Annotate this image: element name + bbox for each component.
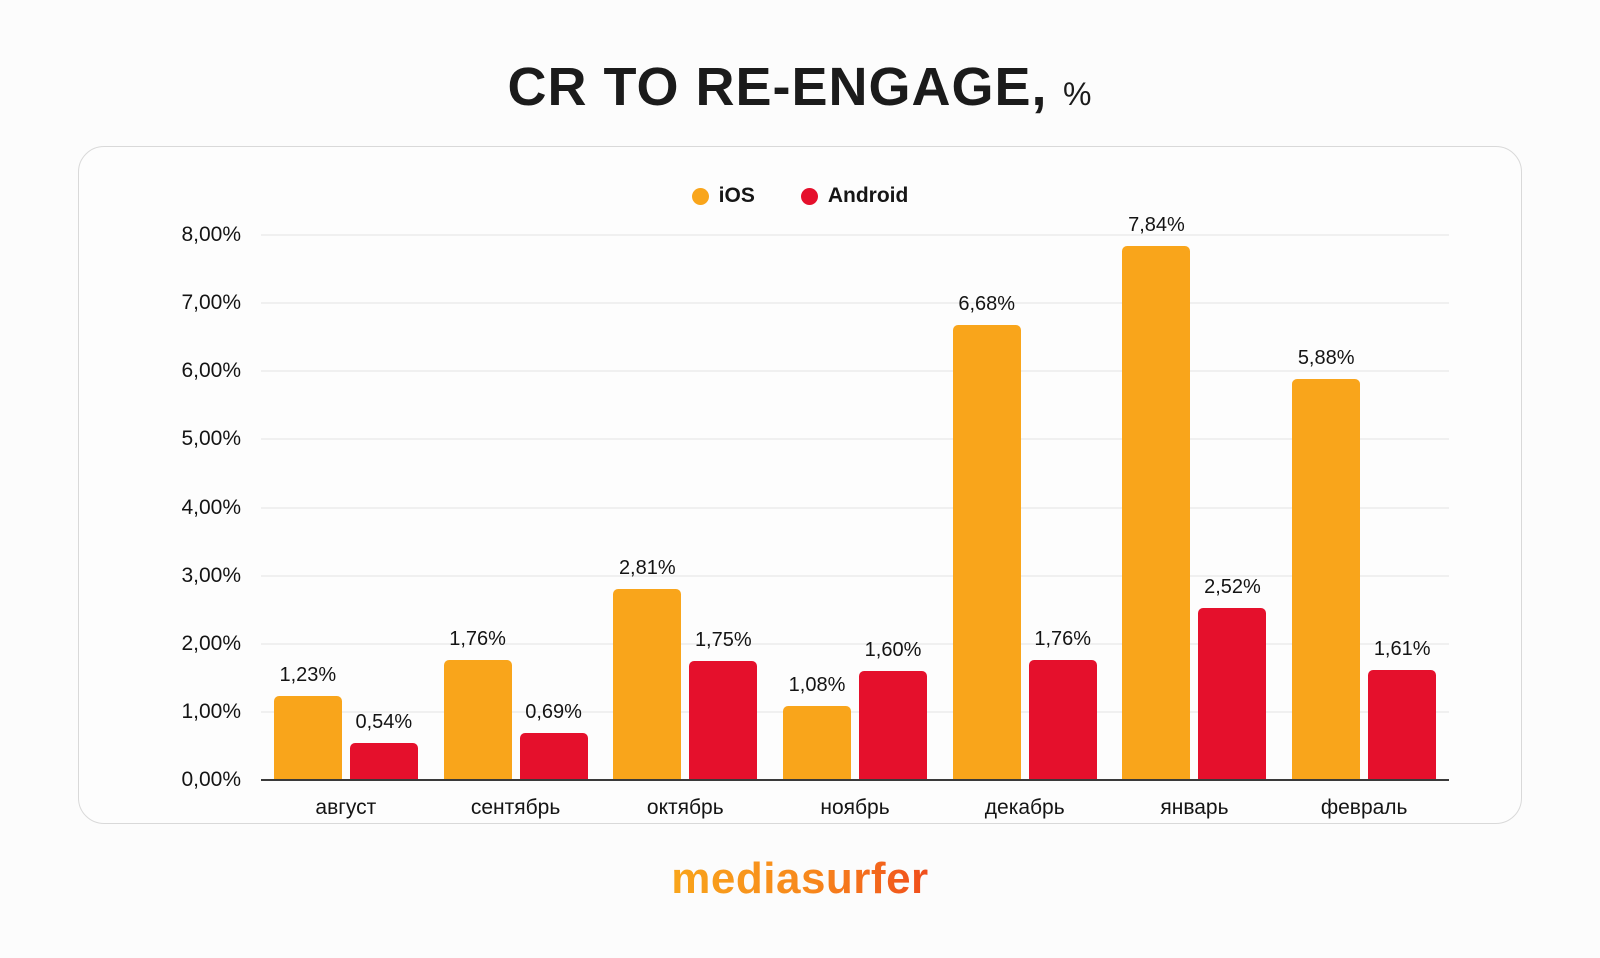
bar-ios: [443, 660, 512, 780]
gridline: [261, 438, 1449, 440]
x-axis-category-label: ноябрь: [820, 796, 890, 819]
bar-android: [519, 733, 588, 780]
x-axis-category-label: август: [315, 796, 377, 819]
chart-plot-area: 1,23% 0,54% 1,76% 0,69% 2,81% 1,75% 1,08% 1,60%…: [181, 214, 1449, 791]
bar-android: [1028, 660, 1097, 780]
bar-ios: [613, 588, 682, 780]
bar-wrap-android: 1,75%: [689, 628, 758, 780]
bar-value-label: 0,54%: [355, 711, 413, 734]
legend-item-android: Android: [800, 184, 909, 208]
bar-group-ноябрь: 1,08% 1,60%: [770, 235, 940, 780]
bar-group-декабрь: 6,68% 1,76%: [940, 235, 1110, 780]
bar-wrap-android: 0,54%: [349, 711, 418, 780]
bar-ios: [1292, 379, 1361, 780]
bar-value-label: 1,23%: [279, 664, 337, 687]
bar-wrap-android: 1,61%: [1368, 638, 1437, 780]
chart-title-text: CR TO RE-ENGAGE,: [507, 57, 1048, 117]
chart-card: iOS Android 1,23% 0,54% 1,76% 0,69% 2,81% 1,75…: [78, 146, 1522, 824]
y-axis-tick-label: 3,00%: [181, 563, 241, 587]
bar-value-label: 1,08%: [788, 674, 846, 697]
chart-title-unit: %: [1063, 76, 1093, 112]
legend-dot-icon: [800, 187, 818, 205]
legend-label: iOS: [718, 184, 755, 207]
bar-wrap-android: 1,60%: [859, 639, 928, 780]
x-axis-labels: август сентябрь октябрь ноябрь декабрь январь…: [261, 796, 1449, 820]
bar-android: [349, 743, 418, 780]
chart-legend: iOS Android: [131, 183, 1469, 209]
gridline: [261, 302, 1449, 304]
y-axis-tick-label: 0,00%: [181, 768, 241, 791]
bar-ios: [783, 706, 852, 780]
y-axis-tick-label: 1,00%: [181, 699, 241, 723]
bar-android: [689, 660, 758, 780]
gridline: [261, 234, 1449, 236]
chart-title: CR TO RE-ENGAGE, %: [0, 0, 1600, 118]
bar-value-label: 2,52%: [1204, 576, 1261, 599]
x-axis-category-label: октябрь: [646, 796, 724, 819]
gridline: [261, 711, 1449, 713]
gridline: [261, 370, 1449, 372]
bar-wrap-android: 0,69%: [519, 701, 588, 780]
bar-value-label: 0,69%: [525, 701, 582, 723]
bar-ios: [273, 696, 342, 780]
bar-wrap-ios: 2,81%: [613, 556, 682, 780]
bar-android: [859, 671, 928, 780]
legend-dot-icon: [691, 187, 709, 205]
bar-group-октябрь: 2,81% 1,75%: [600, 235, 770, 780]
bar-ios: [952, 324, 1021, 780]
legend-label: Android: [827, 184, 909, 207]
y-axis-tick-label: 4,00%: [181, 495, 241, 519]
bar-value-label: 5,88%: [1297, 347, 1355, 370]
bar-wrap-ios: 1,76%: [443, 628, 512, 780]
bar-android: [1198, 608, 1267, 780]
mediasurfer-logo: mediasurfer: [671, 854, 929, 903]
y-axis-tick-label: 6,00%: [181, 359, 241, 383]
bar-wrap-ios: 5,88%: [1292, 347, 1361, 780]
bar-group-февраль: 5,88% 1,61%: [1279, 235, 1449, 780]
bar-value-label: 1,61%: [1373, 638, 1431, 661]
bar-wrap-ios: 1,08%: [783, 674, 852, 780]
bar-wrap-android: 2,52%: [1198, 576, 1267, 780]
bar-wrap-ios: 6,68%: [952, 292, 1021, 780]
bar-value-label: 1,76%: [449, 628, 506, 651]
bar-value-label: 1,76%: [1034, 628, 1092, 651]
bar-value-label: 1,75%: [694, 628, 752, 651]
bar-group-сентябрь: 1,76% 0,69%: [431, 235, 601, 780]
y-axis-tick-label: 2,00%: [181, 631, 241, 655]
x-axis-category-label: январь: [1160, 796, 1229, 819]
bar-value-label: 6,68%: [958, 292, 1016, 315]
y-axis-tick-label: 5,00%: [181, 427, 241, 451]
bar-wrap-ios: 7,84%: [1122, 213, 1191, 780]
x-axis-line: [261, 779, 1449, 781]
x-axis-category-label: февраль: [1320, 796, 1408, 819]
bar-group-август: 1,23% 0,54%: [261, 235, 431, 780]
bar-ios: [1122, 245, 1191, 780]
bar-value-label: 1,60%: [864, 639, 922, 661]
x-axis-category-label: сентябрь: [470, 796, 561, 819]
footer: mediasurfer: [0, 854, 1600, 904]
bar-wrap-android: 1,76%: [1028, 628, 1097, 780]
y-axis-tick-label: 7,00%: [181, 291, 241, 315]
gridline: [261, 507, 1449, 508]
bar-value-label: 7,84%: [1128, 213, 1185, 236]
legend-item-ios: iOS: [691, 184, 755, 208]
y-axis-tick-label: 8,00%: [181, 223, 241, 246]
bar-group-январь: 7,84% 2,52%: [1110, 214, 1280, 780]
bar-android: [1368, 670, 1437, 780]
gridline: [261, 575, 1449, 577]
x-axis-category-label: декабрь: [984, 796, 1065, 819]
gridline: [261, 643, 1449, 645]
bar-value-label: 2,81%: [618, 556, 676, 579]
bar-groups: 1,23% 0,54% 1,76% 0,69% 2,81% 1,75% 1,08% 1,60%…: [261, 214, 1449, 780]
bar-wrap-ios: 1,23%: [273, 664, 342, 780]
